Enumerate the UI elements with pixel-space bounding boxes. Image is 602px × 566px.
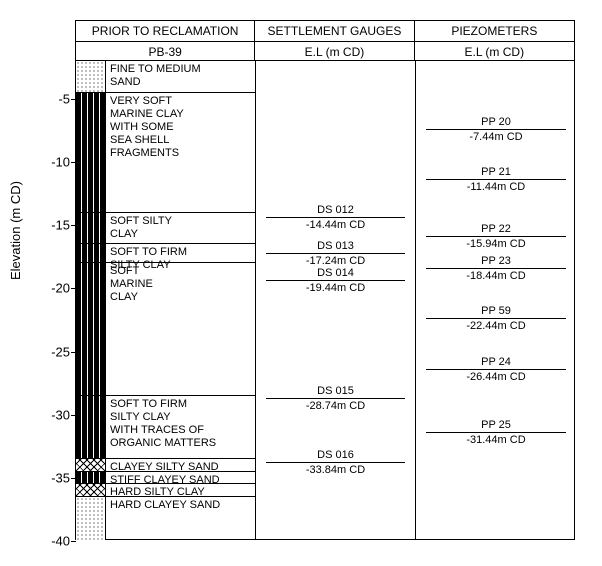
stratum-pattern — [76, 213, 105, 245]
piezometer-id: PP 22 — [426, 223, 566, 237]
gauge-id: DS 013 — [266, 240, 405, 254]
y-tick-mark — [71, 352, 76, 353]
y-tick-mark — [71, 288, 76, 289]
gauge-entry: DS 013-17.24m CD — [266, 240, 405, 267]
piezometer-value: -11.44m CD — [426, 180, 566, 193]
header-col3-line1: PIEZOMETERS — [415, 21, 574, 41]
piezometer-id: PP 24 — [426, 356, 566, 370]
col-piezometers: PP 20-7.44m CD PP 21-11.44m CD PP 22-15.94… — [416, 61, 576, 539]
y-tick-mark — [71, 478, 76, 479]
plot-region: FINE TO MEDIUM SAND VERY SOFT MARINE CLAY… — [76, 61, 574, 539]
gauge-id: DS 016 — [266, 449, 405, 463]
piezometer-id: PP 20 — [426, 116, 566, 130]
stratum-pattern — [76, 472, 105, 485]
gauge-value: -19.44m CD — [266, 281, 405, 294]
y-tick-label: -35 — [36, 470, 76, 485]
gauge-value: -14.44m CD — [266, 218, 405, 231]
y-axis-label: Elevation (m CD) — [8, 181, 23, 280]
stratum: HARD SILTY CLAY — [106, 484, 255, 497]
header-row-2: PB-39 E.L (m CD) E.L (m CD) — [76, 41, 574, 61]
stratum: SOFT SILTY CLAY — [106, 213, 255, 245]
gauge-entry: DS 015-28.74m CD — [266, 385, 405, 412]
stratum: CLAYEY SILTY SAND — [106, 459, 255, 472]
y-tick-label: -30 — [36, 407, 76, 422]
piezometer-value: -18.44m CD — [426, 269, 566, 282]
stratum-label: SOFT TO FIRM SILTY CLAY WITH TRACES OF O… — [110, 398, 216, 451]
header: PRIOR TO RECLAMATION SETTLEMENT GAUGES P… — [76, 21, 574, 61]
stratum-label: FINE TO MEDIUM SAND — [110, 63, 201, 89]
y-tick-label: -10 — [36, 155, 76, 170]
piezometer-entry: PP 22-15.94m CD — [426, 223, 566, 250]
y-tick-label: -20 — [36, 281, 76, 296]
gauge-value: -33.84m CD — [266, 463, 405, 476]
y-tick-mark — [71, 225, 76, 226]
stratum-pattern — [76, 263, 105, 396]
col-pattern — [76, 61, 106, 539]
y-tick-label: -25 — [36, 344, 76, 359]
piezometer-value: -31.44m CD — [426, 433, 566, 446]
col-description: FINE TO MEDIUM SAND VERY SOFT MARINE CLAY… — [106, 61, 256, 539]
y-tick-mark — [71, 99, 76, 100]
header-row-1: PRIOR TO RECLAMATION SETTLEMENT GAUGES P… — [76, 21, 574, 41]
stratum-label: HARD CLAYEY SAND — [110, 499, 220, 512]
col-gauges: DS 012-14.44m CDDS 013-17.24m CDDS 014-1… — [256, 61, 416, 539]
piezometer-id: PP 23 — [426, 255, 566, 269]
piezometer-value: -22.44m CD — [426, 319, 566, 332]
stratum-pattern — [76, 497, 105, 541]
piezometer-id: PP 25 — [426, 419, 566, 433]
piezometer-entry: PP 59-22.44m CD — [426, 305, 566, 332]
stratum: SOFT TO FIRM SILTY CLAY — [106, 244, 255, 263]
stratum: STIFF CLAYEY SAND — [106, 472, 255, 485]
piezometer-id: PP 21 — [426, 166, 566, 180]
piezometer-entry: PP 20-7.44m CD — [426, 116, 566, 143]
y-tick-mark — [71, 162, 76, 163]
gauge-entry: DS 012-14.44m CD — [266, 204, 405, 231]
gauge-id: DS 014 — [266, 267, 405, 281]
y-tick-label: -5 — [36, 91, 76, 106]
header-col1-line1: PRIOR TO RECLAMATION — [76, 21, 255, 41]
stratum-pattern — [76, 61, 105, 93]
y-tick-label: -15 — [36, 218, 76, 233]
stratum-pattern — [76, 396, 105, 459]
stratum-pattern — [76, 459, 105, 472]
piezometer-value: -15.94m CD — [426, 237, 566, 250]
y-tick-mark — [71, 541, 76, 542]
stratum-pattern — [76, 244, 105, 263]
stratum: SOFT MARINE CLAY — [106, 263, 255, 396]
stratum: HARD CLAYEY SAND — [106, 497, 255, 541]
y-tick-mark — [71, 415, 76, 416]
piezometer-entry: PP 23-18.44m CD — [426, 255, 566, 282]
stratum-label: SOFT MARINE CLAY — [110, 265, 153, 305]
y-tick-label: -40 — [36, 534, 76, 549]
header-col2-line2: E.L (m CD) — [255, 42, 414, 61]
stratum-label: SOFT SILTY CLAY — [110, 215, 172, 241]
stratum-pattern — [76, 484, 105, 497]
stratum: VERY SOFT MARINE CLAY WITH SOME SEA SHEL… — [106, 93, 255, 213]
header-col2-line1: SETTLEMENT GAUGES — [255, 21, 414, 41]
piezometer-entry: PP 21-11.44m CD — [426, 166, 566, 193]
gauge-entry: DS 014-19.44m CD — [266, 267, 405, 294]
header-col3-line2: E.L (m CD) — [415, 42, 574, 61]
gauge-entry: DS 016-33.84m CD — [266, 449, 405, 476]
gauge-value: -28.74m CD — [266, 399, 405, 412]
piezometer-entry: PP 25-31.44m CD — [426, 419, 566, 446]
piezometer-value: -7.44m CD — [426, 130, 566, 143]
piezometer-entry: PP 24-26.44m CD — [426, 356, 566, 383]
stratum-label: VERY SOFT MARINE CLAY WITH SOME SEA SHEL… — [110, 95, 184, 161]
piezometer-value: -26.44m CD — [426, 370, 566, 383]
stratum-pattern — [76, 93, 105, 213]
stratum: FINE TO MEDIUM SAND — [106, 61, 255, 93]
gauge-id: DS 015 — [266, 385, 405, 399]
gauge-id: DS 012 — [266, 204, 405, 218]
stratum: SOFT TO FIRM SILTY CLAY WITH TRACES OF O… — [106, 396, 255, 459]
chart-frame: PRIOR TO RECLAMATION SETTLEMENT GAUGES P… — [75, 20, 575, 540]
piezometer-id: PP 59 — [426, 305, 566, 319]
header-col1-line2: PB-39 — [76, 42, 255, 61]
gauge-value: -17.24m CD — [266, 254, 405, 267]
